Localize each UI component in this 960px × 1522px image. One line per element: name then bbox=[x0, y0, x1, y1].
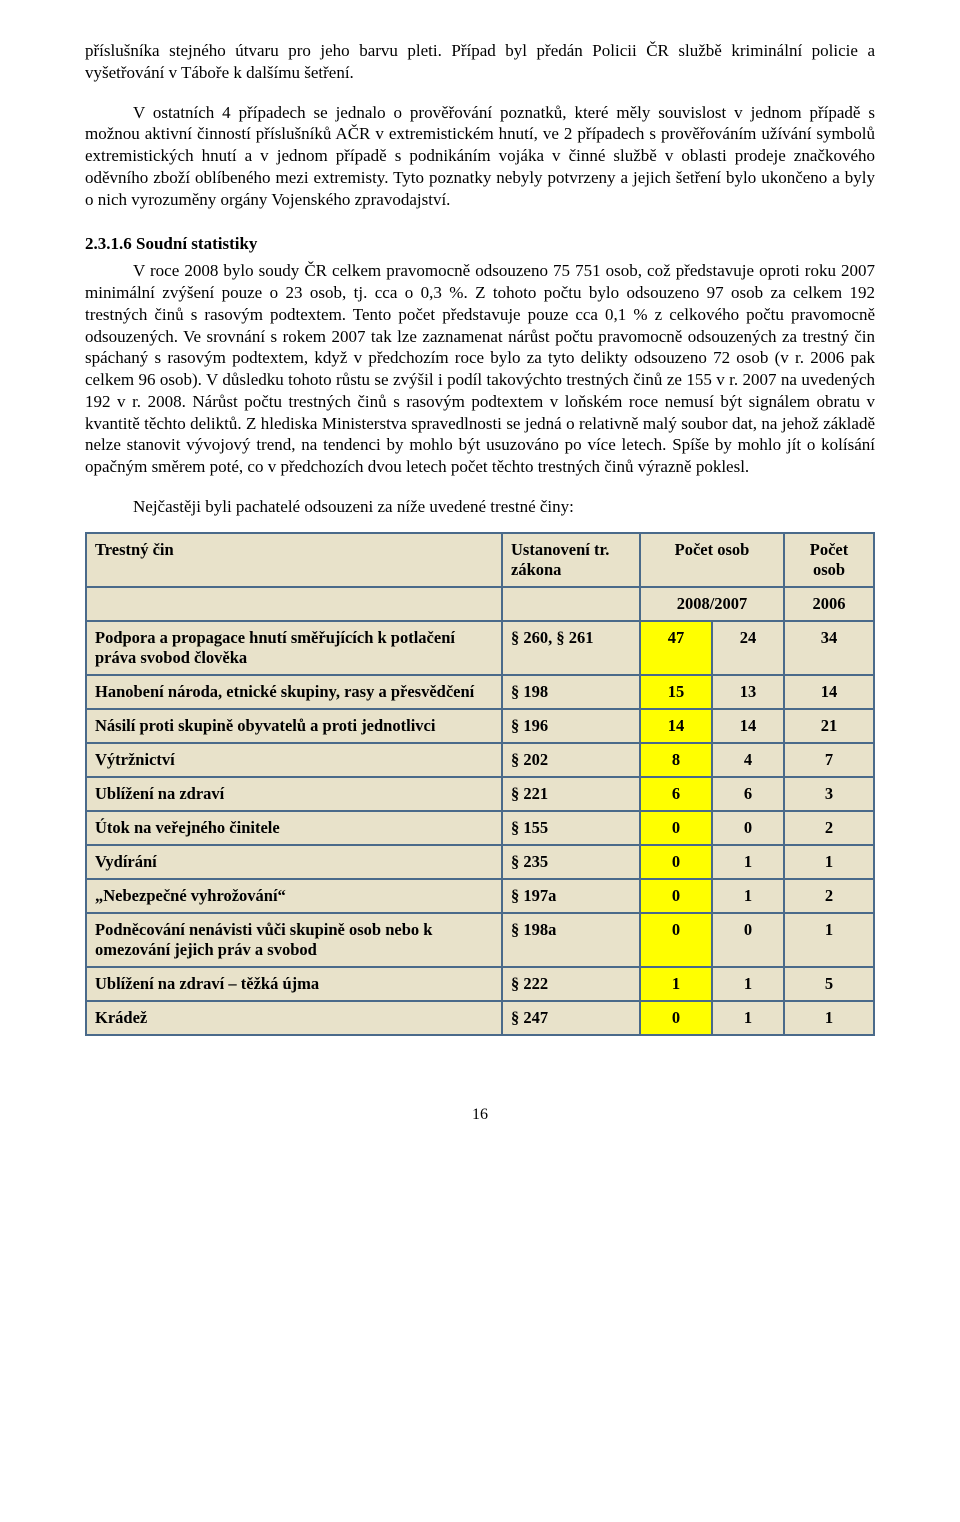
year-blank-1 bbox=[86, 587, 502, 621]
page-number: 16 bbox=[85, 1106, 875, 1124]
cell-provision: § 260, § 261 bbox=[502, 621, 640, 675]
col-offence: Trestný čin bbox=[86, 533, 502, 587]
paragraph-2: V ostatních 4 případech se jednalo o pro… bbox=[85, 102, 875, 211]
cell-2006: 14 bbox=[784, 675, 874, 709]
col-count-2008-2007: Počet osob bbox=[640, 533, 784, 587]
cell-provision: § 155 bbox=[502, 811, 640, 845]
cell-2008: 47 bbox=[640, 621, 712, 675]
table-row: Podněcování nenávisti vůči skupině osob … bbox=[86, 913, 874, 967]
cell-offence: Výtržnictví bbox=[86, 743, 502, 777]
year-blank-2 bbox=[502, 587, 640, 621]
table-row: Vydírání§ 235011 bbox=[86, 845, 874, 879]
cell-2006: 21 bbox=[784, 709, 874, 743]
cell-offence: Ublížení na zdraví bbox=[86, 777, 502, 811]
cell-2008: 0 bbox=[640, 811, 712, 845]
cell-2008: 0 bbox=[640, 913, 712, 967]
table-header-row: Trestný čin Ustanovení tr. zákona Počet … bbox=[86, 533, 874, 587]
cell-2006: 2 bbox=[784, 879, 874, 913]
cell-2006: 34 bbox=[784, 621, 874, 675]
cell-offence: Krádež bbox=[86, 1001, 502, 1035]
cell-offence: Podpora a propagace hnutí směřujících k … bbox=[86, 621, 502, 675]
cell-2006: 2 bbox=[784, 811, 874, 845]
cell-offence: Útok na veřejného činitele bbox=[86, 811, 502, 845]
cell-2007: 6 bbox=[712, 777, 784, 811]
table-row: „Nebezpečné vyhrožování“§ 197a012 bbox=[86, 879, 874, 913]
table-row: Hanobení národa, etnické skupiny, rasy a… bbox=[86, 675, 874, 709]
table-year-row: 2008/2007 2006 bbox=[86, 587, 874, 621]
paragraph-1: příslušníka stejného útvaru pro jeho bar… bbox=[85, 40, 875, 84]
table-body: Podpora a propagace hnutí směřujících k … bbox=[86, 621, 874, 1035]
cell-2006: 1 bbox=[784, 845, 874, 879]
table-intro: Nejčastěji byli pachatelé odsouzeni za n… bbox=[85, 496, 875, 518]
cell-2006: 5 bbox=[784, 967, 874, 1001]
cell-2008: 6 bbox=[640, 777, 712, 811]
offences-table: Trestný čin Ustanovení tr. zákona Počet … bbox=[85, 532, 875, 1036]
table-row: Výtržnictví§ 202847 bbox=[86, 743, 874, 777]
cell-2007: 24 bbox=[712, 621, 784, 675]
cell-2006: 3 bbox=[784, 777, 874, 811]
table-row: Podpora a propagace hnutí směřujících k … bbox=[86, 621, 874, 675]
cell-2008: 1 bbox=[640, 967, 712, 1001]
cell-2006: 1 bbox=[784, 1001, 874, 1035]
table-row: Násilí proti skupině obyvatelů a proti j… bbox=[86, 709, 874, 743]
cell-2008: 15 bbox=[640, 675, 712, 709]
table-row: Ublížení na zdraví – těžká újma§ 222115 bbox=[86, 967, 874, 1001]
cell-2007: 13 bbox=[712, 675, 784, 709]
cell-provision: § 221 bbox=[502, 777, 640, 811]
table-row: Ublížení na zdraví§ 221663 bbox=[86, 777, 874, 811]
cell-offence: Ublížení na zdraví – těžká újma bbox=[86, 967, 502, 1001]
cell-2007: 0 bbox=[712, 913, 784, 967]
year-2008-2007: 2008/2007 bbox=[640, 587, 784, 621]
cell-2008: 0 bbox=[640, 1001, 712, 1035]
cell-2007: 1 bbox=[712, 967, 784, 1001]
cell-2007: 1 bbox=[712, 845, 784, 879]
cell-2007: 1 bbox=[712, 879, 784, 913]
cell-provision: § 198a bbox=[502, 913, 640, 967]
paragraph-3: V roce 2008 bylo soudy ČR celkem pravomo… bbox=[85, 260, 875, 478]
cell-provision: § 198 bbox=[502, 675, 640, 709]
cell-provision: § 202 bbox=[502, 743, 640, 777]
cell-provision: § 222 bbox=[502, 967, 640, 1001]
cell-offence: Vydírání bbox=[86, 845, 502, 879]
table-row: Krádež§ 247011 bbox=[86, 1001, 874, 1035]
cell-2007: 4 bbox=[712, 743, 784, 777]
cell-provision: § 197a bbox=[502, 879, 640, 913]
cell-offence: Podněcování nenávisti vůči skupině osob … bbox=[86, 913, 502, 967]
cell-2006: 1 bbox=[784, 913, 874, 967]
cell-2008: 0 bbox=[640, 879, 712, 913]
cell-offence: „Nebezpečné vyhrožování“ bbox=[86, 879, 502, 913]
col-provision: Ustanovení tr. zákona bbox=[502, 533, 640, 587]
cell-2007: 1 bbox=[712, 1001, 784, 1035]
cell-2006: 7 bbox=[784, 743, 874, 777]
cell-2007: 14 bbox=[712, 709, 784, 743]
cell-2008: 14 bbox=[640, 709, 712, 743]
cell-provision: § 235 bbox=[502, 845, 640, 879]
section-heading: 2.3.1.6 Soudní statistiky bbox=[85, 234, 875, 254]
cell-2008: 8 bbox=[640, 743, 712, 777]
col-count-2006: Počet osob bbox=[784, 533, 874, 587]
cell-provision: § 196 bbox=[502, 709, 640, 743]
cell-2008: 0 bbox=[640, 845, 712, 879]
cell-offence: Násilí proti skupině obyvatelů a proti j… bbox=[86, 709, 502, 743]
year-2006: 2006 bbox=[784, 587, 874, 621]
cell-offence: Hanobení národa, etnické skupiny, rasy a… bbox=[86, 675, 502, 709]
table-row: Útok na veřejného činitele§ 155002 bbox=[86, 811, 874, 845]
cell-provision: § 247 bbox=[502, 1001, 640, 1035]
cell-2007: 0 bbox=[712, 811, 784, 845]
